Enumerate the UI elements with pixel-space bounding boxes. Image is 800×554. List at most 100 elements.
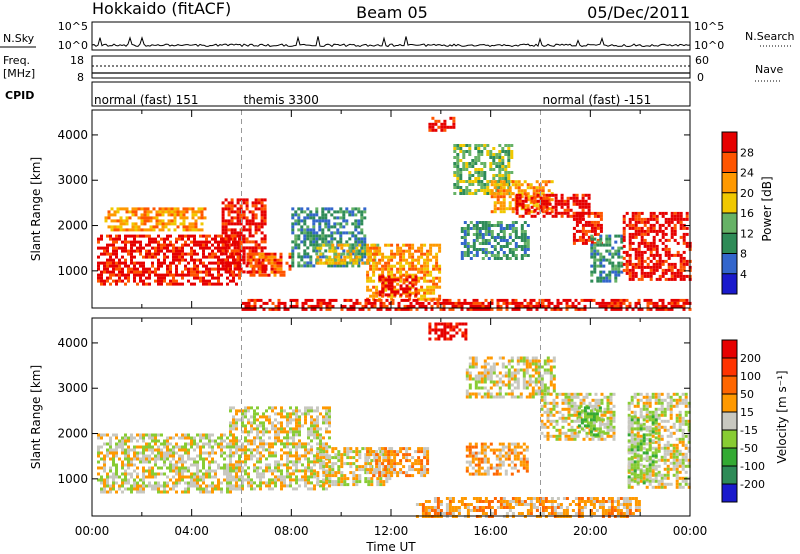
power-cell-r15 bbox=[667, 223, 671, 227]
power-cell-r16 bbox=[601, 301, 605, 305]
power-cell-r13 bbox=[593, 211, 597, 215]
power-cell-r2 bbox=[221, 231, 225, 235]
power-cell-r6 bbox=[372, 246, 376, 250]
velocity-cell-r0 bbox=[124, 472, 127, 476]
power-cell-r0 bbox=[112, 243, 115, 247]
power-cell-r11 bbox=[547, 189, 551, 193]
power-cell-r2 bbox=[257, 222, 261, 226]
power-cell-r10 bbox=[505, 227, 509, 230]
velocity-cell-r1 bbox=[277, 433, 280, 437]
power-cell-r1 bbox=[140, 222, 144, 226]
power-cell-r0 bbox=[205, 270, 208, 274]
power-cell-r0 bbox=[172, 276, 175, 280]
power-cell-r6 bbox=[390, 267, 394, 271]
velocity-cell-r0 bbox=[142, 487, 145, 491]
power-cell-r15 bbox=[628, 226, 632, 230]
power-cell-r3 bbox=[279, 273, 283, 277]
power-cell-r15 bbox=[685, 244, 689, 248]
velocity-cell-r1 bbox=[262, 421, 265, 425]
power-cell-r15 bbox=[625, 262, 629, 266]
power-cell-r12 bbox=[551, 193, 555, 197]
power-cell-r10 bbox=[472, 233, 476, 236]
velocity-cell-r1 bbox=[322, 442, 325, 446]
velocity-cell-r1 bbox=[265, 430, 268, 434]
power-cell-r15 bbox=[637, 232, 641, 236]
power-cell-r1 bbox=[179, 213, 183, 217]
velocity-cell-r0 bbox=[193, 439, 196, 443]
power-cell-r14 bbox=[605, 234, 609, 238]
power-cell-r6 bbox=[366, 261, 370, 265]
power-cell-r9 bbox=[456, 153, 460, 156]
power-cell-r0 bbox=[124, 240, 127, 244]
velocity-cell-r3 bbox=[408, 453, 412, 457]
power-cell-r1 bbox=[197, 207, 201, 211]
velocity-cell-r1 bbox=[229, 427, 232, 431]
power-cell-r0 bbox=[142, 255, 145, 259]
power-cell-r16 bbox=[547, 304, 551, 308]
velocity-cell-r0 bbox=[217, 481, 220, 485]
power-cell-r4 bbox=[330, 237, 334, 241]
power-cell-r2 bbox=[230, 219, 234, 223]
power-cell-r4 bbox=[309, 264, 313, 268]
velocity-cell-r1 bbox=[295, 424, 298, 428]
power-cell-r2 bbox=[245, 207, 249, 211]
power-cell-r12 bbox=[539, 205, 543, 209]
power-cell-r0 bbox=[205, 234, 208, 238]
velocity-cell-r3 bbox=[384, 453, 388, 457]
power-cell-r7 bbox=[390, 287, 394, 291]
power-cell-r11 bbox=[541, 210, 545, 214]
velocity-cell-r4 bbox=[428, 337, 432, 341]
power-cell-r15 bbox=[622, 214, 626, 218]
power-cell-r1 bbox=[173, 228, 177, 232]
power-cell-r6 bbox=[417, 249, 421, 253]
power-cell-r12 bbox=[524, 211, 528, 215]
velocity-cell-r0 bbox=[142, 469, 145, 473]
power-cell-r4 bbox=[336, 210, 340, 214]
power-cell-r7 bbox=[408, 287, 412, 291]
velocity-cell-r0 bbox=[157, 472, 160, 476]
power-cell-r6 bbox=[435, 267, 439, 271]
velocity-cell-r3 bbox=[402, 453, 406, 457]
velocity-cell-r1 bbox=[319, 445, 322, 449]
velocity-cell-r0 bbox=[175, 442, 178, 446]
power-cell-r3 bbox=[255, 264, 259, 268]
power-cell-r11 bbox=[526, 207, 530, 211]
power-cell-r2 bbox=[236, 201, 240, 205]
power-cell-r10 bbox=[481, 221, 485, 224]
power-cell-r4 bbox=[324, 240, 328, 244]
velocity-cell-r3 bbox=[378, 474, 382, 478]
velocity-cell-r2 bbox=[352, 477, 356, 481]
power-cell-r16 bbox=[295, 301, 299, 305]
power-cell-r0 bbox=[112, 273, 115, 277]
power-cell-r6 bbox=[423, 270, 427, 274]
power-cell-r2 bbox=[239, 207, 243, 211]
power-cell-r9 bbox=[507, 177, 511, 180]
power-cell-r16 bbox=[253, 307, 257, 311]
power-cell-r11 bbox=[511, 198, 515, 202]
power-cell-r11 bbox=[505, 189, 509, 193]
power-cell-r14 bbox=[614, 267, 618, 271]
power-cell-r1 bbox=[191, 210, 195, 214]
power-cell-r6 bbox=[420, 297, 424, 301]
velocity-cell-r0 bbox=[121, 448, 124, 452]
velocity-cell-r3 bbox=[390, 468, 394, 472]
power-cell-r7 bbox=[381, 287, 385, 291]
power-cell-r2 bbox=[263, 237, 267, 241]
power-cell-r15 bbox=[634, 262, 638, 266]
power-cell-r9 bbox=[483, 177, 487, 180]
velocity-cell-r0 bbox=[124, 475, 127, 479]
power-cell-r10 bbox=[523, 230, 527, 233]
velocity-cell-r0 bbox=[187, 451, 190, 455]
power-cell-r15 bbox=[685, 232, 689, 236]
power-cell-r15 bbox=[682, 256, 686, 260]
velocity-cell-r0 bbox=[103, 490, 106, 494]
velocity-cell-r0 bbox=[241, 448, 244, 452]
power-cell-r1 bbox=[110, 213, 114, 217]
power-cell-r9 bbox=[504, 180, 508, 183]
power-cell-r4 bbox=[357, 240, 361, 244]
power-cell-r0 bbox=[199, 261, 202, 265]
power-cell-r3 bbox=[258, 270, 262, 274]
power-cell-r16 bbox=[376, 298, 380, 302]
power-cell-r10 bbox=[508, 251, 512, 254]
velocity-cell-r1 bbox=[241, 475, 244, 479]
